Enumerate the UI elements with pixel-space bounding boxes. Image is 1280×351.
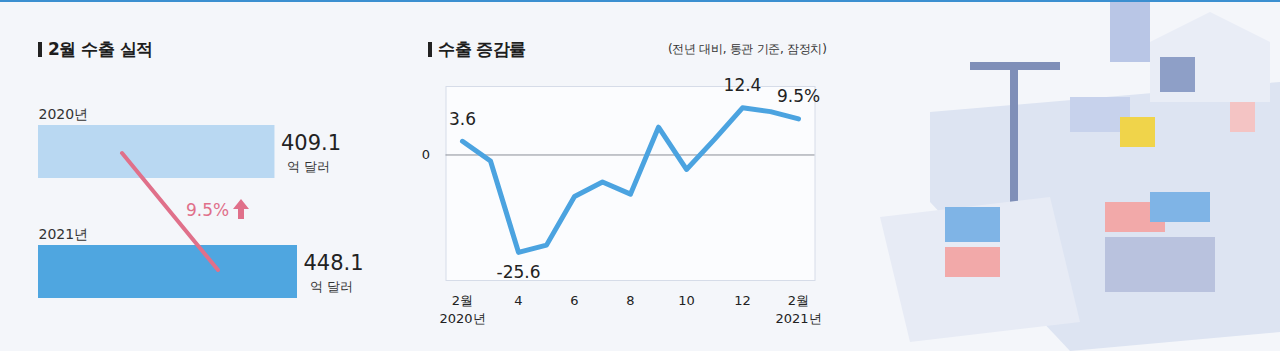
svg-text:억 달러: 억 달러 (287, 159, 330, 174)
svg-text:10: 10 (678, 293, 695, 308)
svg-text:3.6: 3.6 (449, 109, 476, 129)
svg-text:2월2021년: 2월2021년 (775, 293, 821, 326)
svg-text:448.1: 448.1 (304, 251, 364, 275)
html-text:9.5%: 9.5% (186, 200, 230, 220)
html-text:(전년 대비, 통관 기준, 잠정치): (전년 대비, 통관 기준, 잠정치) (668, 42, 827, 56)
svg-text:12.4: 12.4 (724, 75, 762, 95)
svg-text:2월2020년: 2월2020년 (439, 293, 485, 326)
svg-text:-25.6: -25.6 (497, 262, 541, 282)
svg-text:2020년: 2020년 (39, 106, 89, 122)
html-text:수출 증감률: 수출 증감률 (438, 39, 526, 59)
svg-text:9.5%: 9.5% (777, 86, 820, 106)
svg-text:6: 6 (570, 293, 578, 308)
html-text:2월 수출 실적: 2월 수출 실적 (48, 39, 153, 59)
svg-text:8: 8 (626, 293, 634, 308)
svg-text:4: 4 (514, 293, 522, 308)
svg-text:409.1: 409.1 (281, 131, 341, 155)
svg-text:0: 0 (422, 147, 430, 162)
svg-text:12: 12 (734, 293, 751, 308)
svg-text:2021년: 2021년 (39, 226, 89, 242)
svg-text:억 달러: 억 달러 (310, 279, 353, 294)
